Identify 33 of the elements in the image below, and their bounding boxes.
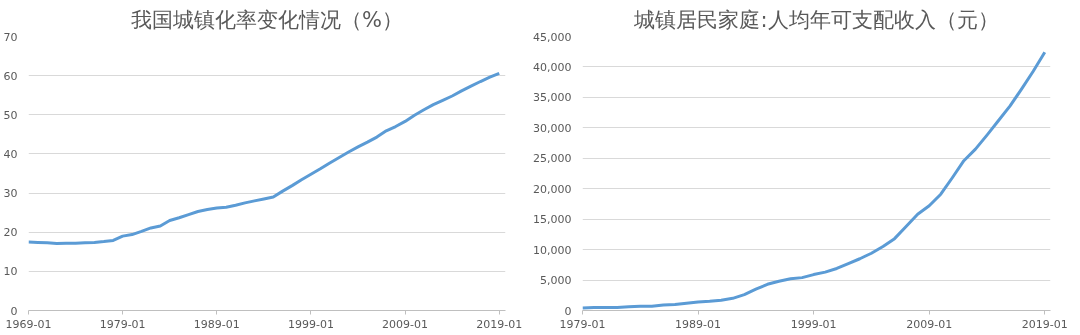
line-series <box>28 71 501 246</box>
x-tick-label: 1999-01 <box>287 317 334 331</box>
y-tick-label: 20,000 <box>533 182 572 196</box>
x-tick-label: 1969-01 <box>5 317 52 331</box>
y-tick-label: 40 <box>3 147 18 161</box>
y-tick-label: 5,000 <box>540 274 572 288</box>
x-tick-label: 2019-01 <box>476 317 523 331</box>
y-tick-label: 0 <box>564 304 572 318</box>
y-tick-label: 0 <box>10 304 18 318</box>
x-tick-label: 1989-01 <box>193 317 240 331</box>
y-tick-label: 60 <box>3 69 18 83</box>
x-tick-label: 2009-01 <box>906 317 953 331</box>
y-tick-label: 35,000 <box>533 91 572 105</box>
y-tick-label: 25,000 <box>533 152 572 166</box>
x-tick-label: 1999-01 <box>790 317 837 331</box>
y-tick-label: 20 <box>3 226 18 240</box>
x-tick-label: 1979-01 <box>559 317 606 331</box>
y-tick-label: 15,000 <box>533 213 572 227</box>
x-tick-label: 1989-01 <box>675 317 722 331</box>
y-tick-label: 30,000 <box>533 121 572 135</box>
chart-title: 城镇居民家庭:人均年可支配收入（元） <box>633 7 999 32</box>
chart-title: 我国城镇化率变化情况（%） <box>131 7 403 32</box>
y-tick-label: 50 <box>3 108 18 122</box>
y-tick-label: 10,000 <box>533 243 572 257</box>
y-tick-label: 70 <box>3 30 18 44</box>
x-tick-label: 2019-01 <box>1021 317 1068 331</box>
x-tick-label: 1979-01 <box>99 317 146 331</box>
line-series <box>582 50 1047 310</box>
y-tick-label: 30 <box>3 187 18 201</box>
y-tick-label: 40,000 <box>533 60 572 74</box>
y-tick-label: 10 <box>3 265 18 279</box>
y-tick-label: 45,000 <box>533 30 572 44</box>
x-tick-label: 2009-01 <box>382 317 429 331</box>
